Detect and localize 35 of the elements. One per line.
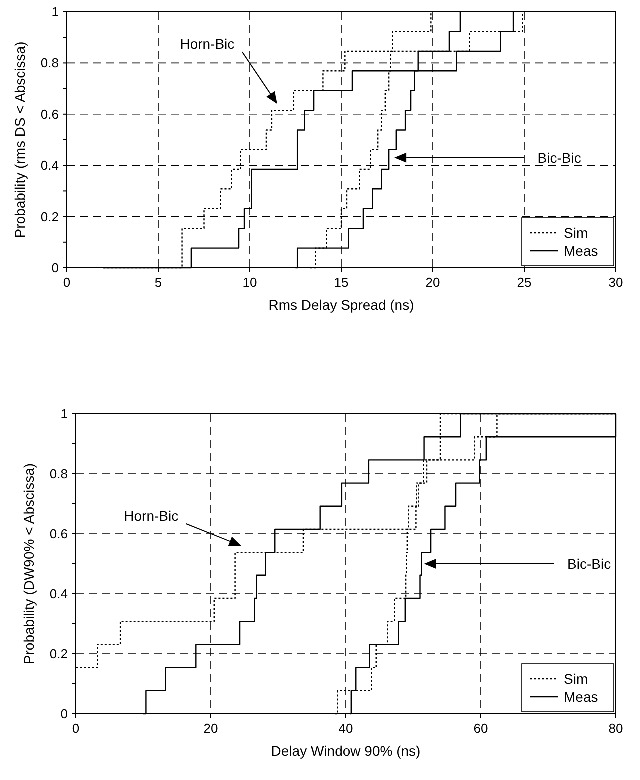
annotation: Bic-Bic [568,556,612,572]
legend-label: Sim [564,671,588,687]
y-tick-label: 0.6 [40,106,59,122]
x-tick-label: 20 [426,275,440,290]
y-tick-label: 0.4 [50,586,68,602]
y-tick-label: 1 [52,4,59,20]
x-tick-label: 25 [517,275,532,290]
x-tick-label: 10 [242,275,258,290]
y-tick-label: 0.8 [50,466,68,482]
x-tick-label: 20 [204,721,218,736]
legend-label: Meas [564,243,598,259]
legend-label: Sim [564,225,588,241]
y-tick-label: 0.2 [50,646,68,662]
x-axis-title: Delay Window 90% (ns) [271,743,421,759]
x-axis-title: Rms Delay Spread (ns) [268,297,414,313]
x-tick-label: 40 [338,721,354,736]
annotation: Horn-Bic [180,36,235,52]
y-tick-label: 0.6 [50,526,68,542]
x-tick-label: 0 [72,721,80,736]
y-tick-label: 0 [52,260,59,276]
y-tick-label: 0 [60,706,68,722]
y-tick-label: 0.4 [40,158,59,174]
y-tick-label: 1 [60,406,68,422]
x-tick-label: 30 [608,275,624,290]
y-axis-title: Probability (DW90% < Abscissa) [21,463,37,665]
x-tick-label: 80 [608,721,624,736]
y-axis-title: Probability (rms DS < Abscissa) [12,42,28,238]
legend-label: Meas [564,689,598,705]
annotation: Bic-Bic [538,150,582,166]
x-tick-label: 5 [154,275,162,290]
x-tick-label: 60 [474,721,488,736]
annotation: Horn-Bic [124,508,179,524]
y-tick-label: 0.8 [40,56,59,71]
y-tick-label: 0.2 [40,209,59,224]
x-tick-label: 15 [334,275,349,290]
